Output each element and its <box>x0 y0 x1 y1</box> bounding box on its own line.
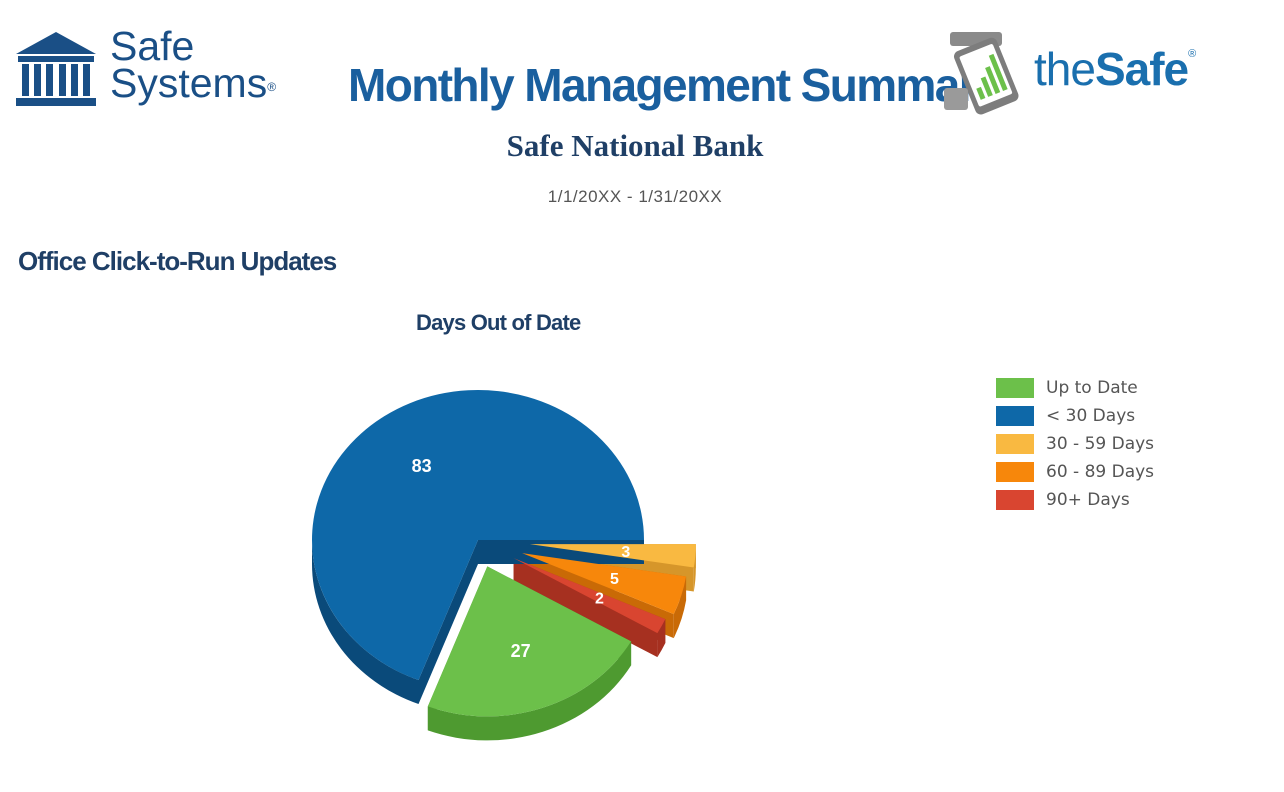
logo-line-systems: Systems <box>110 60 268 106</box>
thesafe-wordmark: theSafe® <box>1034 42 1196 96</box>
pie-slice-30-59-days <box>529 544 696 568</box>
thesafe-logo: theSafe® <box>942 28 1242 123</box>
logo-line-safe: Safe <box>110 23 195 69</box>
safe-systems-logo: Safe Systems® <box>14 23 314 118</box>
bank-name: Safe National Bank <box>506 128 764 163</box>
section-title: Office Click-to-Run Updates <box>18 246 337 276</box>
data-label-30-days: 83 <box>412 456 432 476</box>
chart-title: Days Out of Date <box>416 310 581 335</box>
legend-item-90-days: 90+ Days <box>996 486 1154 514</box>
legend-item-up-to-date: Up to Date <box>996 374 1154 402</box>
legend-swatch-60-89-days <box>996 462 1034 482</box>
pie-slice-90-days <box>513 558 666 634</box>
legend-label-90-days: 90+ Days <box>1046 490 1130 510</box>
legend-swatch-30-59-days <box>996 434 1034 454</box>
pie-slice-60-89-days <box>522 553 687 615</box>
legend-label-30-days: < 30 Days <box>1046 406 1136 426</box>
legend-swatch-up-to-date <box>996 378 1034 398</box>
tablet-chart-icon <box>944 32 1019 115</box>
registered-mark-right: ® <box>1188 48 1196 60</box>
legend-swatch-90-days <box>996 490 1034 510</box>
report-title: Monthly Management Summary <box>348 59 1001 111</box>
legend-item-30-days: < 30 Days <box>996 402 1154 430</box>
pie-slice-up-to-date <box>427 566 632 717</box>
legend-item-60-89-days: 60 - 89 Days <box>996 458 1154 486</box>
legend-item-30-59-days: 30 - 59 Days <box>996 430 1154 458</box>
chart-legend: Up to Date < 30 Days 30 - 59 Days 60 - 89 D… <box>996 374 1154 514</box>
logo-prefix-the: the <box>1034 43 1096 95</box>
pie-side-up-to-date <box>427 641 632 741</box>
legend-label-60-89-days: 60 - 89 Days <box>1046 462 1155 482</box>
data-label-up-to-date: 27 <box>511 641 531 661</box>
bank-building-icon <box>16 32 96 106</box>
safe-systems-wordmark: Safe Systems® <box>110 23 277 104</box>
data-label-60-89-days: 5 <box>610 571 619 588</box>
pie-wall-30-days-0 <box>418 540 478 705</box>
pie-side-30-days <box>312 540 419 705</box>
date-range: 1/1/20XX - 1/31/20XX <box>547 187 723 206</box>
pie-slice-30-days <box>312 390 644 681</box>
data-label-90-days: 2 <box>595 591 604 608</box>
data-label-30-59-days: 3 <box>621 544 630 561</box>
legend-swatch-30-days <box>996 406 1034 426</box>
pie-wall-90-days-1 <box>513 558 658 658</box>
logo-word-safe: Safe <box>1094 43 1189 95</box>
registered-mark: ® <box>267 80 277 94</box>
legend-label-up-to-date: Up to Date <box>1046 378 1138 398</box>
legend-label-30-59-days: 30 - 59 Days <box>1046 434 1155 454</box>
